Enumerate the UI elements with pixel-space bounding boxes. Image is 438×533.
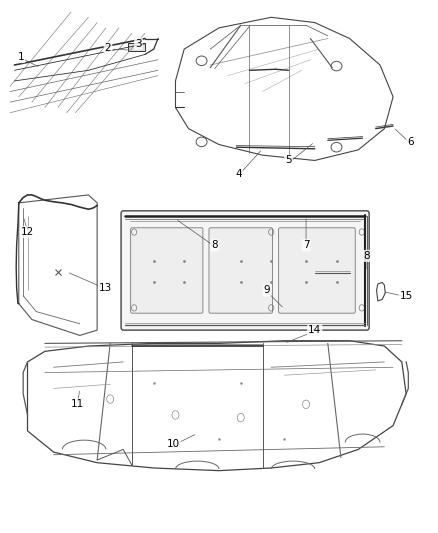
Text: 7: 7 bbox=[303, 240, 309, 251]
Text: 13: 13 bbox=[99, 282, 113, 293]
Text: 15: 15 bbox=[399, 290, 413, 301]
Text: 11: 11 bbox=[71, 399, 84, 409]
Text: 5: 5 bbox=[285, 156, 292, 165]
Text: 3: 3 bbox=[135, 39, 142, 49]
Text: 1: 1 bbox=[18, 52, 24, 62]
FancyBboxPatch shape bbox=[279, 228, 355, 313]
Text: 4: 4 bbox=[235, 169, 242, 179]
Bar bbox=[127, 43, 145, 51]
FancyBboxPatch shape bbox=[131, 228, 203, 313]
Text: 8: 8 bbox=[212, 240, 218, 251]
Text: 9: 9 bbox=[264, 285, 270, 295]
Text: 2: 2 bbox=[105, 43, 111, 53]
Text: 10: 10 bbox=[167, 439, 180, 449]
Text: 12: 12 bbox=[21, 227, 34, 237]
Text: 8: 8 bbox=[364, 251, 370, 261]
FancyBboxPatch shape bbox=[209, 228, 272, 313]
Text: 14: 14 bbox=[308, 325, 321, 335]
FancyBboxPatch shape bbox=[121, 211, 369, 330]
Text: 6: 6 bbox=[407, 137, 414, 147]
